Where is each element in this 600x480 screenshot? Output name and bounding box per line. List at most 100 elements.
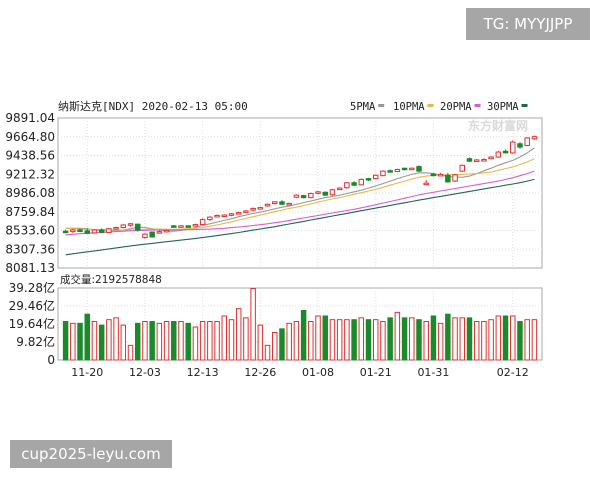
candle-body xyxy=(120,224,127,228)
x-tick-label: 01-21 xyxy=(360,366,392,379)
candle-body xyxy=(308,193,314,199)
candle-body xyxy=(502,150,509,154)
volume-bar xyxy=(452,317,458,361)
candle-body xyxy=(235,212,242,215)
volume-bar xyxy=(437,322,444,361)
x-tick-label: 12-26 xyxy=(244,366,276,379)
volume-bar xyxy=(315,315,321,361)
x-tick-label: 12-03 xyxy=(129,366,161,379)
volume-tick-label: 9.82亿 xyxy=(16,334,55,349)
volume-bar xyxy=(517,321,523,361)
candle-body xyxy=(178,225,184,228)
volume-label: 成交量:2192578848 xyxy=(60,273,162,286)
candle-body xyxy=(250,207,256,211)
price-tick-label: 9438.56 xyxy=(5,149,55,163)
volume-bar xyxy=(416,319,422,361)
candle-body xyxy=(228,213,235,216)
candle-body xyxy=(142,233,148,238)
candle-body xyxy=(207,216,213,221)
volume-bar xyxy=(423,321,429,361)
volume-bar xyxy=(344,319,350,361)
volume-bar xyxy=(185,322,191,361)
candle-body xyxy=(185,225,191,228)
x-tick-label: 01-08 xyxy=(302,366,334,379)
volume-bar xyxy=(495,315,502,361)
candle-body xyxy=(192,224,199,227)
candle-body xyxy=(134,223,141,231)
ma-legend: 5PMA 10PMA 20PMA 30PMA xyxy=(350,101,528,113)
volume-bar xyxy=(336,319,343,361)
volume-bar xyxy=(279,328,285,361)
x-axis: 11-20 12-03 12-13 12-26 01-08 01-21 01-31 02-12 xyxy=(71,366,528,379)
volume-bar xyxy=(502,315,509,361)
site-watermark: cup2025-leyu.com xyxy=(10,440,172,468)
candles xyxy=(62,135,538,239)
volume-bar xyxy=(113,317,119,361)
candle-body xyxy=(214,214,220,218)
legend-label: 20PMA xyxy=(440,101,472,113)
candle-body xyxy=(315,191,321,194)
candle-body xyxy=(510,141,516,154)
candle-body xyxy=(445,174,451,183)
volume-bar xyxy=(142,321,148,361)
candle-body xyxy=(286,202,292,206)
volume-bar xyxy=(272,332,278,361)
volume-bar xyxy=(62,321,69,361)
candle-body xyxy=(70,229,76,233)
legend-swatch xyxy=(521,104,528,107)
volume-bar xyxy=(473,321,480,361)
volume-bar xyxy=(510,315,516,361)
candle-body xyxy=(279,201,285,205)
candle-body xyxy=(91,229,98,234)
volume-bar xyxy=(394,311,401,361)
candle-body xyxy=(372,174,379,180)
candle-body xyxy=(344,182,350,189)
chart-title: 纳斯达克[NDX] 2020-02-13 05:00 xyxy=(58,100,248,113)
candle-body xyxy=(423,182,429,186)
volume-bar xyxy=(178,321,184,361)
volume-bar xyxy=(387,317,393,361)
candle-body xyxy=(336,187,343,191)
legend-swatch xyxy=(474,104,481,107)
ma20-line xyxy=(65,170,535,236)
price-tick-label: 8986.08 xyxy=(5,186,55,200)
volume-bar xyxy=(228,319,235,361)
volume-bar xyxy=(156,322,163,361)
x-tick-label: 12-13 xyxy=(187,366,219,379)
volume-bar xyxy=(192,326,199,361)
candle-body xyxy=(163,229,170,233)
volume-tick-label: 29.46亿 xyxy=(9,298,55,313)
candle-body xyxy=(243,210,249,213)
candle-body xyxy=(300,195,307,199)
price-axis: 9891.04 9664.80 9438.56 9212.32 8986.08 8759.… xyxy=(5,111,55,275)
volume-bar xyxy=(308,321,314,361)
legend-swatch xyxy=(427,104,434,107)
price-tick-label: 8081.13 xyxy=(5,261,55,275)
candle-body xyxy=(488,156,494,160)
candle-body xyxy=(401,167,408,171)
candle-body xyxy=(322,191,328,196)
candle-body xyxy=(62,230,69,234)
volume-bar xyxy=(372,319,379,361)
candle-body xyxy=(351,182,357,186)
legend-label: 10PMA xyxy=(393,101,425,113)
volume-bar xyxy=(401,317,408,361)
candle-body xyxy=(517,143,523,148)
candle-body xyxy=(394,168,401,173)
volume-bar xyxy=(134,322,141,361)
volume-bar xyxy=(199,321,206,361)
volume-bar xyxy=(207,321,213,361)
volume-bar xyxy=(98,324,105,361)
volume-bar xyxy=(70,322,76,361)
candle-body xyxy=(257,207,264,210)
candle-body xyxy=(409,167,415,171)
candle-body xyxy=(481,159,487,162)
legend-label: 30PMA xyxy=(487,101,519,113)
candle-body xyxy=(272,201,278,204)
volume-bars xyxy=(62,288,538,361)
candle-body xyxy=(452,174,458,182)
volume-bar xyxy=(466,317,473,361)
volume-bar xyxy=(264,344,271,361)
volume-bar xyxy=(120,324,127,361)
